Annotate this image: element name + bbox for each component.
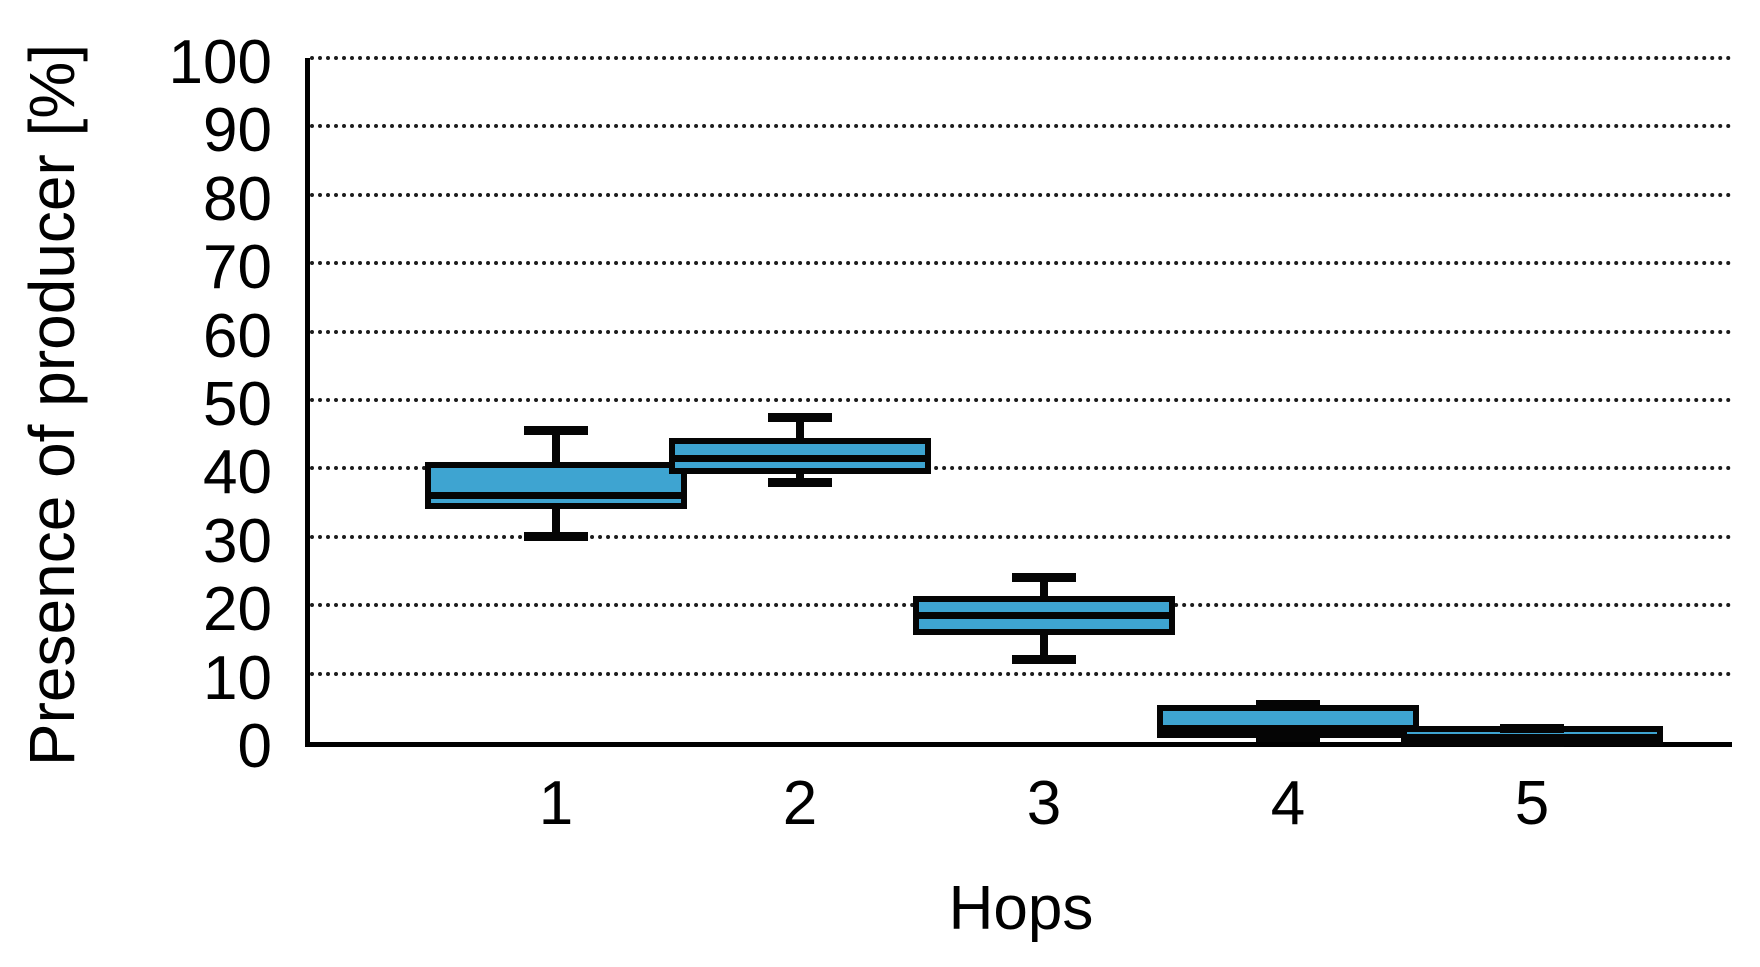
whisker-upper-cap-hop-3 — [1012, 573, 1076, 583]
plot-area — [305, 56, 1732, 747]
x-tick-2: 2 — [782, 769, 818, 838]
whisker-lower-stem-hop-2 — [796, 468, 804, 483]
median-line-hop-3 — [919, 611, 1169, 619]
y-tick-0: 0 — [237, 712, 272, 781]
y-tick-70: 70 — [203, 233, 272, 303]
y-tick-10: 10 — [203, 643, 272, 713]
whisker-lower-cap-hop-2 — [768, 477, 832, 487]
whisker-lower-cap-hop-3 — [1012, 655, 1076, 665]
y-tick-60: 60 — [203, 301, 272, 371]
whisker-upper-stem-hop-2 — [796, 417, 804, 445]
x-tick-1: 1 — [538, 769, 574, 838]
whisker-upper-cap-hop-5 — [1500, 723, 1564, 733]
y-tick-90: 90 — [203, 96, 272, 166]
box-hop-1 — [425, 462, 687, 509]
whisker-upper-stem-hop-1 — [552, 430, 560, 469]
gridline-100 — [310, 56, 1732, 60]
whisker-upper-cap-hop-2 — [768, 412, 832, 422]
y-tick-40: 40 — [203, 438, 272, 508]
x-tick-5: 5 — [1514, 769, 1550, 838]
gridline-10 — [310, 671, 1732, 676]
gridline-90 — [310, 124, 1732, 129]
median-line-hop-1 — [431, 492, 681, 500]
y-tick-50: 50 — [203, 370, 272, 439]
whisker-upper-cap-hop-4 — [1256, 699, 1320, 709]
y-tick-80: 80 — [203, 164, 272, 234]
y-tick-100: 100 — [168, 28, 272, 97]
gridline-70 — [310, 261, 1732, 266]
median-line-hop-2 — [675, 454, 925, 462]
whisker-upper-stem-hop-3 — [1040, 577, 1048, 602]
whisker-lower-stem-hop-1 — [552, 502, 560, 537]
y-axis-label: Presence of producer [%] — [16, 43, 88, 767]
gridline-40 — [310, 466, 1732, 471]
gridline-50 — [310, 398, 1732, 402]
x-axis-label: Hops — [948, 874, 1094, 943]
x-tick-4: 4 — [1270, 769, 1306, 838]
y-tick-20: 20 — [203, 575, 272, 645]
whisker-lower-cap-hop-1 — [524, 532, 588, 542]
whisker-lower-cap-hop-5 — [1500, 737, 1564, 747]
y-tick-30: 30 — [203, 506, 272, 576]
gridline-30 — [310, 534, 1732, 539]
median-line-hop-4 — [1163, 724, 1413, 732]
whisker-lower-cap-hop-4 — [1256, 732, 1320, 742]
gridline-60 — [310, 329, 1732, 334]
x-tick-3: 3 — [1026, 769, 1062, 838]
whisker-lower-stem-hop-3 — [1040, 629, 1048, 660]
gridline-80 — [310, 192, 1732, 197]
whisker-upper-cap-hop-1 — [524, 426, 588, 436]
